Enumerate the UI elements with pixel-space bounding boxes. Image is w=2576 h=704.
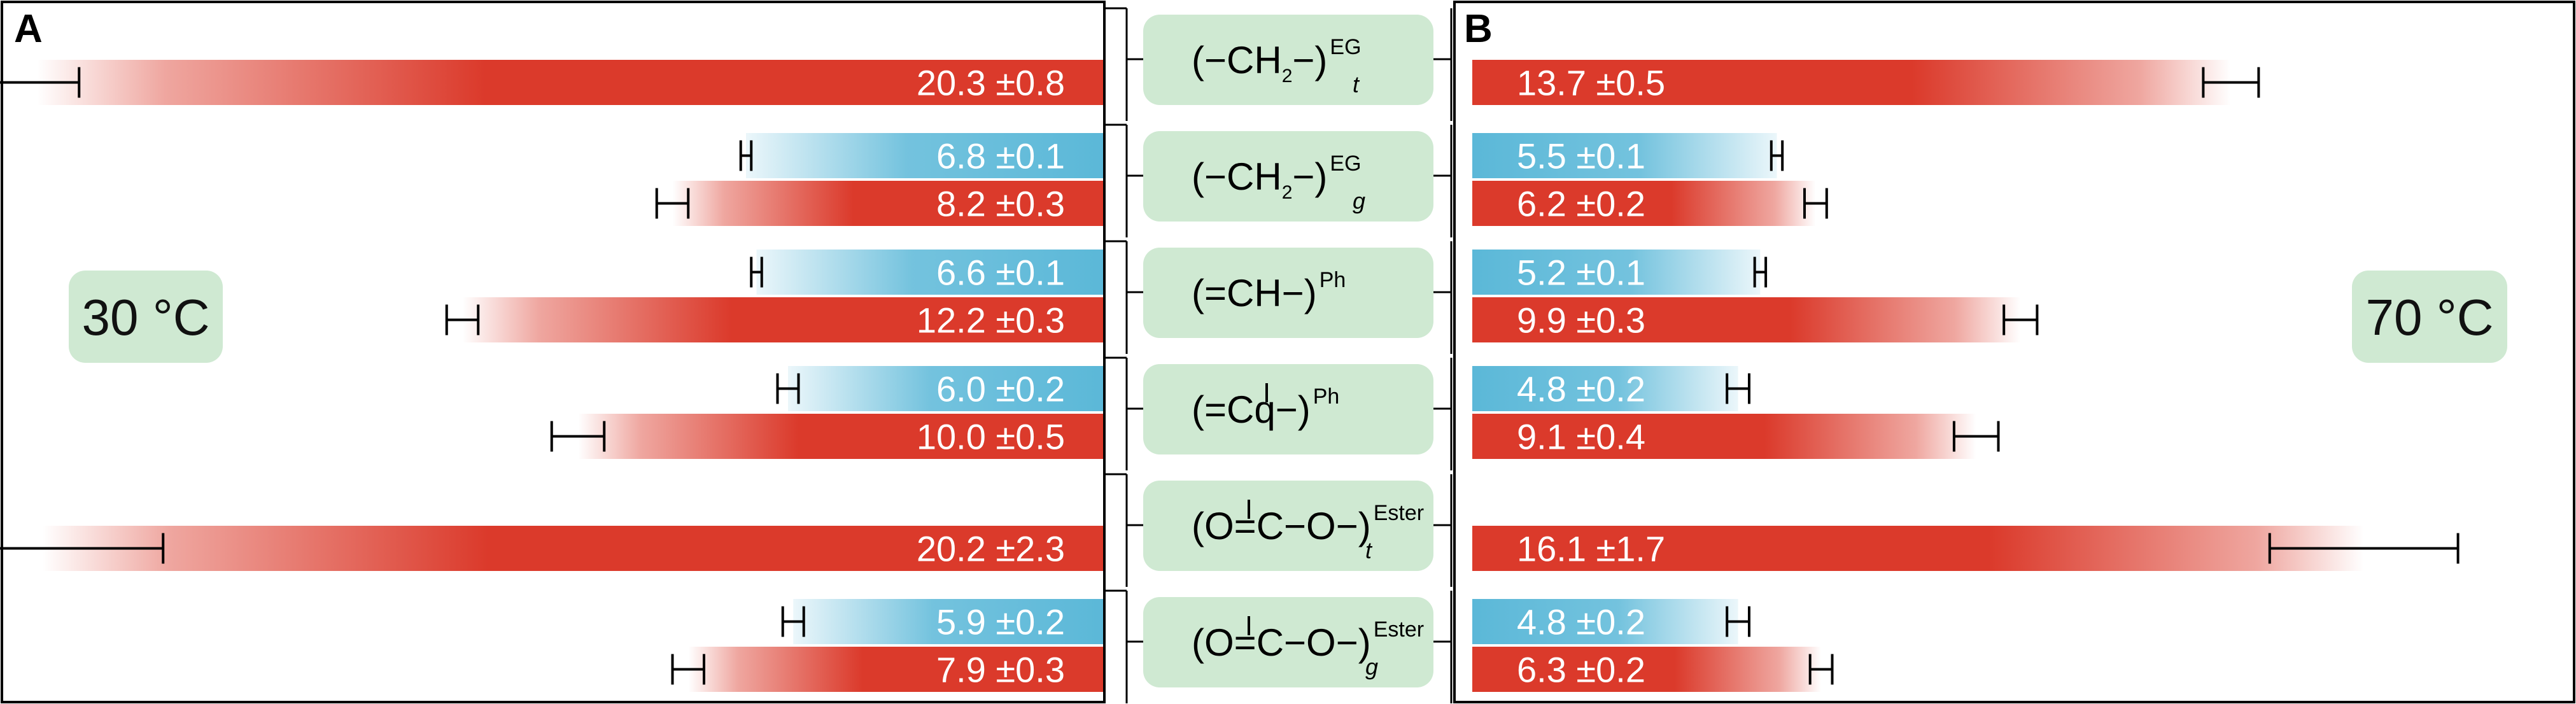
value-label-b-red-3: 9.1 ±0.4: [1517, 417, 1645, 457]
value-label-a-blue-1: 6.8 ±0.1: [936, 136, 1065, 176]
group-sub-ch2-g: g: [1353, 188, 1365, 214]
bar-a-blue-2: [756, 250, 1103, 295]
group-sub-ch2-t: t: [1353, 71, 1360, 97]
temp-label-b: 70 °C: [2366, 289, 2494, 346]
group-label-box-ch: [1143, 248, 1433, 338]
value-label-b-blue-2: 5.2 ±0.1: [1517, 253, 1645, 293]
value-label-a-red-3: 10.0 ±0.5: [917, 417, 1065, 457]
panel-a-frame: [1, 1, 1106, 703]
value-label-a-blue-3: 6.0 ±0.2: [936, 369, 1065, 409]
bar-b-blue-2: [1472, 250, 1761, 295]
bar-a-blue-1: [746, 133, 1103, 178]
bar-a-red-1: [672, 181, 1103, 226]
bar-a-blue-3: [788, 366, 1103, 411]
bar-a-red-4: [42, 526, 1103, 571]
value-label-a-blue-5: 5.9 ±0.2: [936, 602, 1065, 642]
bar-b-red-5: [1472, 647, 1822, 692]
bar-b-red-3: [1472, 414, 1976, 459]
bar-b-red-4: [1472, 526, 2364, 571]
bar-b-red-0: [1472, 60, 2231, 105]
value-label-b-blue-3: 4.8 ±0.2: [1517, 369, 1645, 409]
group-label-box-ch2-t: [1143, 15, 1433, 105]
group-label-ch2-t: (−CH2−) EG: [1192, 35, 1362, 87]
group-label-box-cq: [1143, 364, 1433, 454]
bar-a-red-5: [688, 647, 1103, 692]
bar-b-red-2: [1472, 297, 2021, 342]
bar-a-red-3: [578, 414, 1103, 459]
bar-b-red-1: [1472, 181, 1816, 226]
value-label-a-red-1: 8.2 ±0.3: [936, 184, 1065, 224]
panel-b-letter: B: [1464, 7, 1493, 51]
group-label-ester-t: (O=C−O−) Ester: [1192, 501, 1424, 547]
bar-a-red-2: [462, 297, 1103, 342]
value-label-a-red-5: 7.9 ±0.3: [936, 650, 1065, 690]
panel-a-letter: A: [14, 7, 43, 51]
group-label-ch: (=CH−) Ph: [1192, 268, 1346, 314]
group-sub-ester-t: t: [1365, 537, 1373, 563]
panel-b-frame: [1453, 1, 2575, 703]
group-label-ch2-g: (−CH2−) EG: [1192, 151, 1362, 203]
bar-b-blue-5: [1472, 599, 1738, 644]
value-label-b-red-5: 6.3 ±0.2: [1517, 650, 1645, 690]
group-label-box-ester-t: [1143, 481, 1433, 571]
value-label-a-red-2: 12.2 ±0.3: [917, 300, 1065, 341]
value-label-b-blue-5: 4.8 ±0.2: [1517, 602, 1645, 642]
temp-label-b-box: [2352, 271, 2507, 363]
value-label-a-red-4: 20.2 ±2.3: [917, 529, 1065, 569]
value-label-b-red-4: 16.1 ±1.7: [1517, 529, 1665, 569]
bars-layer: 20.3 ±0.8 13.7 ±0.5 8.2 ±0.3 6.2 ±0.2 6.8 ±0…: [0, 60, 2460, 692]
value-label-b-red-2: 9.9 ±0.3: [1517, 300, 1645, 341]
group-label-cq: (=Cq−) Ph: [1192, 384, 1339, 431]
value-label-a-red-0: 20.3 ±0.8: [917, 63, 1065, 103]
temp-label-a-box: [69, 271, 223, 363]
value-label-b-blue-1: 5.5 ±0.1: [1517, 136, 1645, 176]
bar-a-red-0: [37, 60, 1103, 105]
bar-b-blue-1: [1472, 133, 1777, 178]
temp-label-a: 30 °C: [82, 289, 210, 346]
bar-b-blue-3: [1472, 366, 1738, 411]
group-label-box-ester-g: [1143, 597, 1433, 687]
group-sub-ester-g: g: [1365, 654, 1378, 680]
group-label-box-ch2-g: [1143, 131, 1433, 222]
value-label-a-blue-2: 6.6 ±0.1: [936, 253, 1065, 293]
value-label-b-red-0: 13.7 ±0.5: [1517, 63, 1665, 103]
bar-a-blue-5: [793, 599, 1103, 644]
group-label-ester-g: (O=C−O−) Ester: [1192, 617, 1424, 664]
value-label-b-red-1: 6.2 ±0.2: [1517, 184, 1645, 224]
group-labels-layer: (−CH2−) EGt(−CH2−) EGg(=CH−) Ph(=Cq−) Ph(O=C…: [1104, 7, 1453, 703]
